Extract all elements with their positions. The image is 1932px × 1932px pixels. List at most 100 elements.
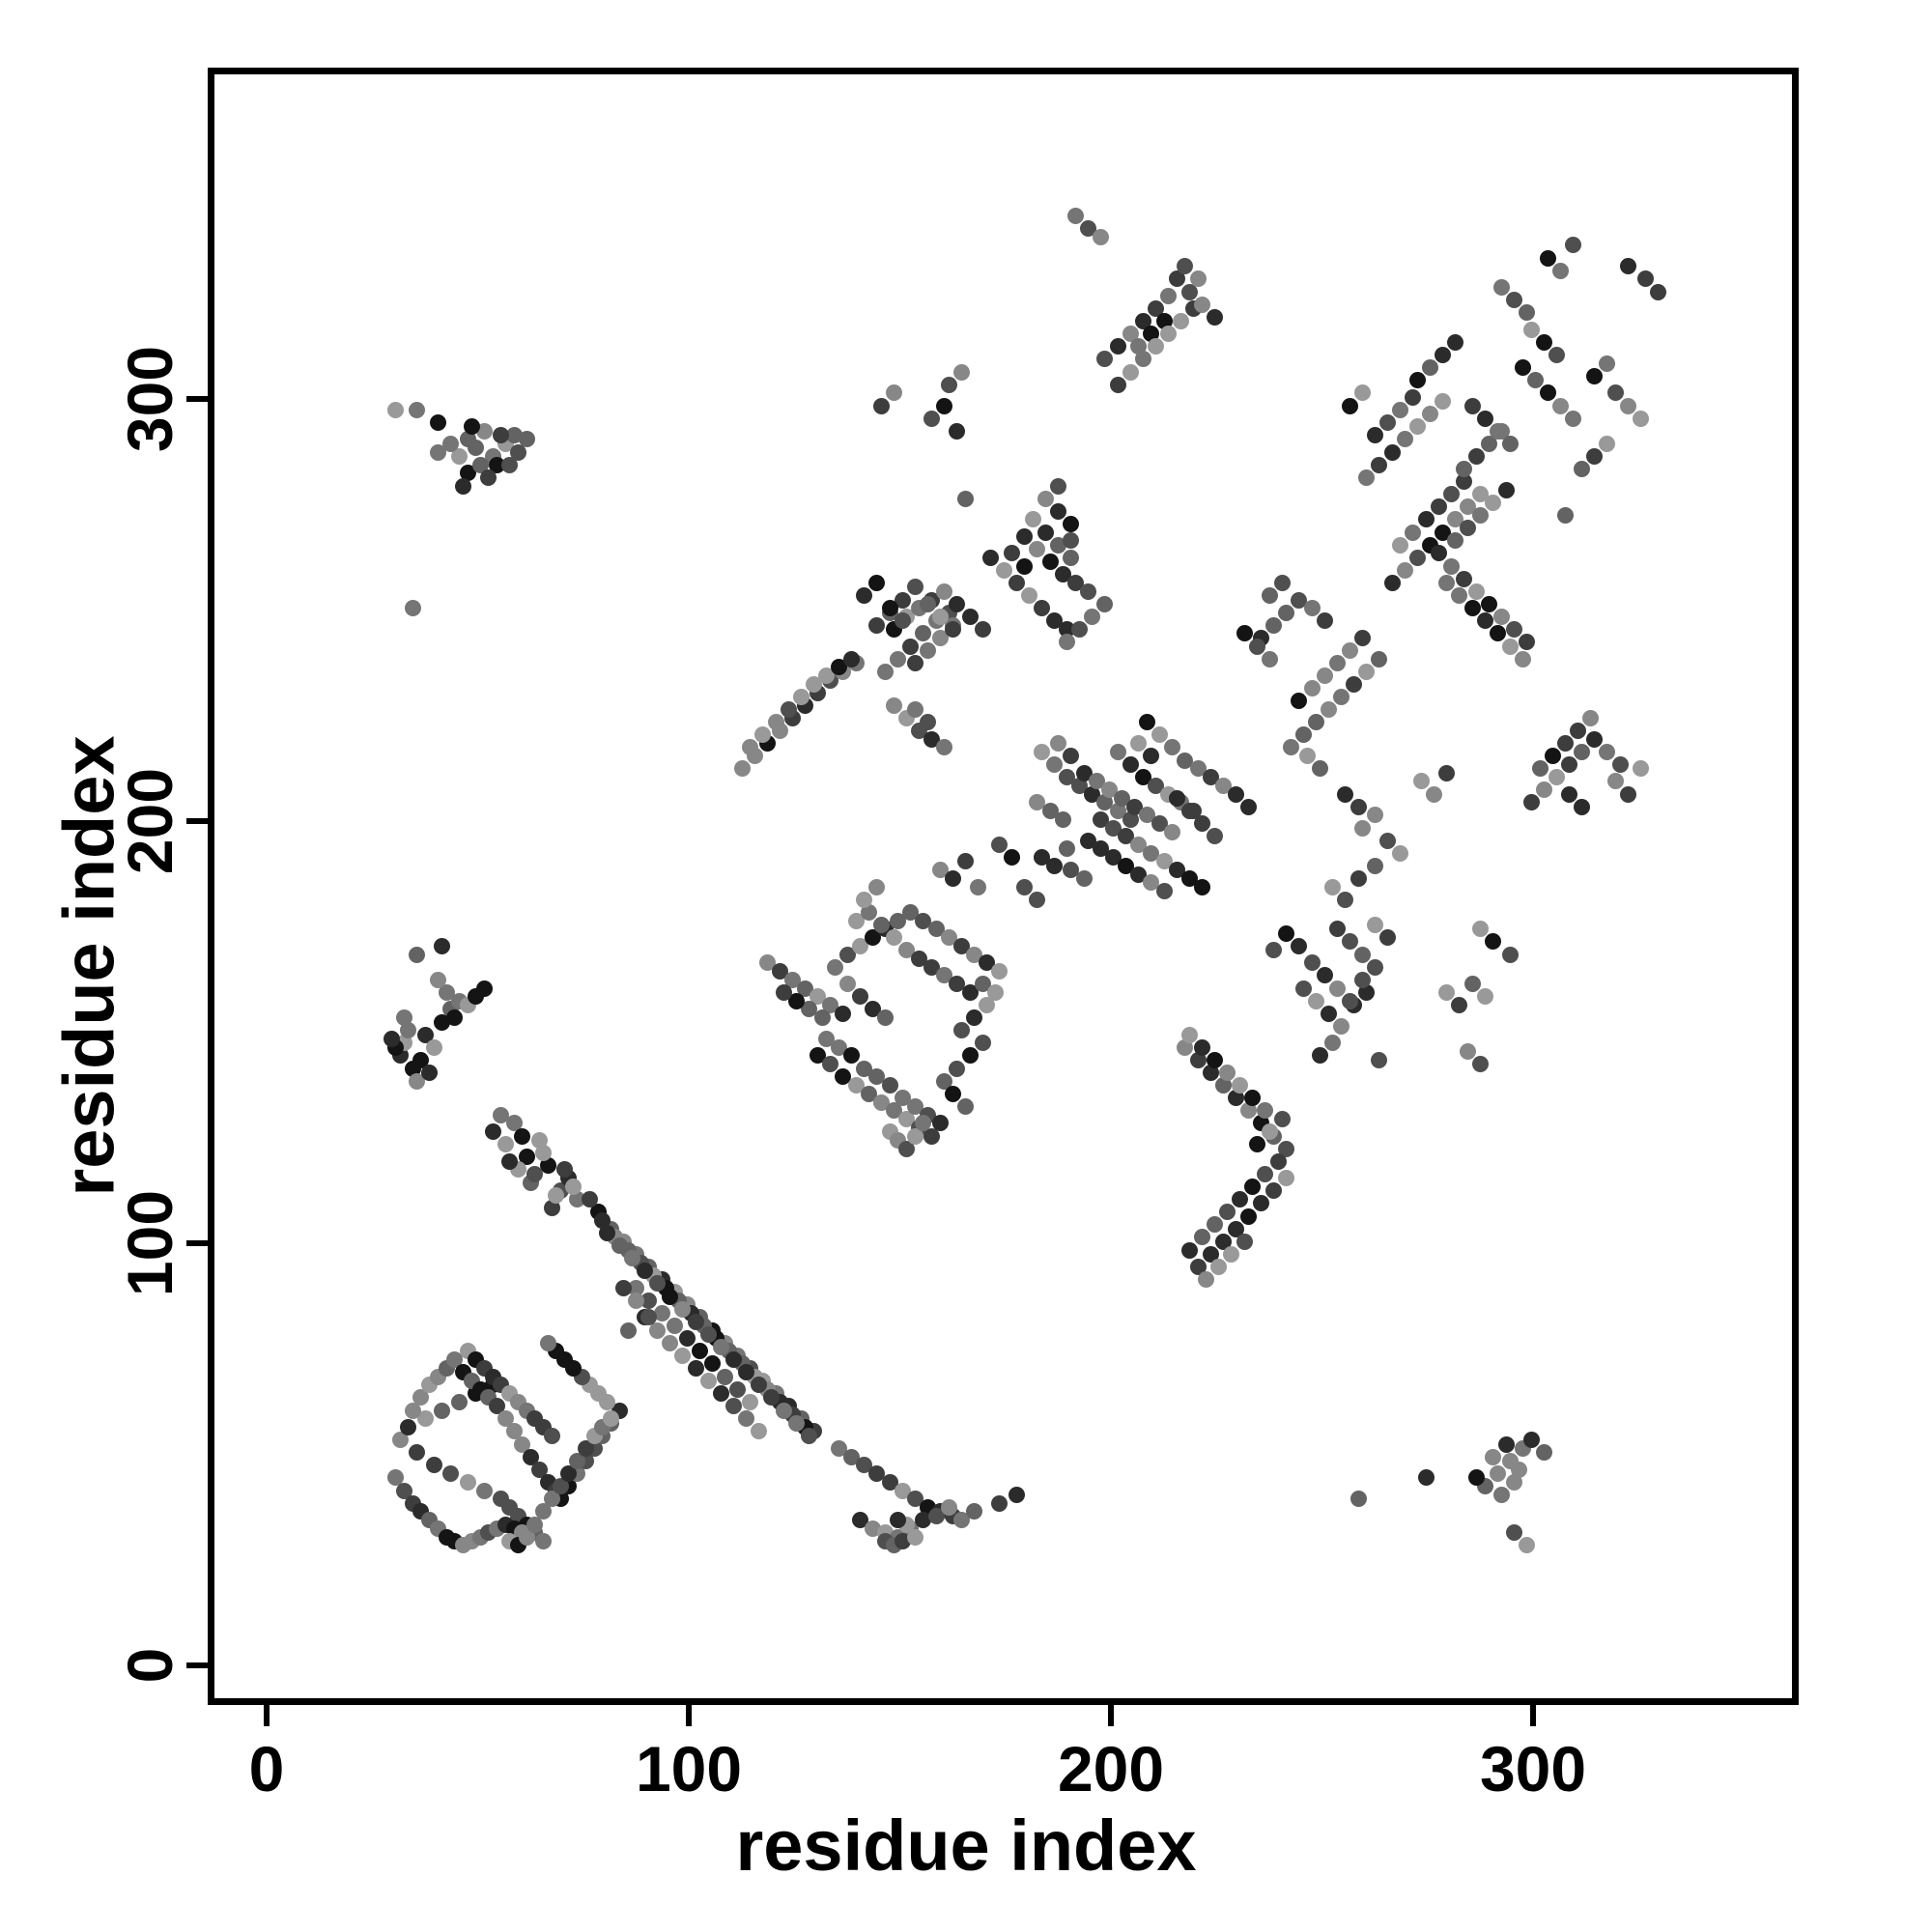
scatter-point <box>1236 625 1253 642</box>
scatter-point <box>543 1199 560 1216</box>
scatter-point <box>514 1127 531 1145</box>
scatter-point <box>489 1398 506 1415</box>
scatter-point <box>1278 1170 1295 1187</box>
scatter-point <box>784 971 801 988</box>
scatter-point <box>1147 777 1164 794</box>
scatter-point <box>1122 810 1139 828</box>
scatter-point <box>1164 739 1181 756</box>
scatter-point <box>429 443 446 461</box>
scatter-point <box>936 1072 953 1090</box>
scatter-point <box>1599 743 1616 760</box>
scatter-point <box>1405 524 1422 541</box>
scatter-point <box>1467 582 1485 600</box>
scatter-point <box>1265 942 1283 959</box>
scatter-point <box>1451 997 1468 1014</box>
x-tick-label: 200 <box>1057 1733 1165 1804</box>
scatter-point <box>788 992 806 1009</box>
scatter-point <box>1105 849 1122 867</box>
scatter-point <box>509 443 526 461</box>
scatter-point <box>758 954 776 972</box>
scatter-point <box>395 1009 412 1027</box>
scatter-point <box>1050 735 1067 753</box>
scatter-point <box>1447 532 1464 550</box>
scatter-point <box>1586 730 1604 748</box>
y-tick-mark <box>186 396 208 402</box>
scatter-point <box>404 600 421 617</box>
scatter-point <box>1540 384 1557 402</box>
scatter-point <box>961 609 979 625</box>
scatter-point <box>1467 447 1485 465</box>
scatter-point <box>1527 372 1545 389</box>
scatter-point <box>1324 1035 1342 1052</box>
scatter-point <box>952 363 970 381</box>
scatter-point <box>923 410 941 427</box>
scatter-point <box>872 1094 890 1111</box>
scatter-point <box>957 490 975 507</box>
scatter-point <box>817 668 835 685</box>
scatter-point <box>1075 869 1093 887</box>
scatter-point <box>1353 946 1371 963</box>
scatter-point <box>817 1031 835 1047</box>
scatter-point <box>471 456 489 473</box>
scatter-point <box>1193 815 1210 833</box>
scatter-point <box>493 427 510 444</box>
scatter-point <box>649 1275 667 1293</box>
scatter-point <box>1497 481 1515 498</box>
scatter-point <box>1519 1537 1536 1554</box>
scatter-point <box>1493 1486 1511 1503</box>
scatter-point <box>1392 844 1409 862</box>
scatter-point <box>556 1161 574 1179</box>
plot-area <box>208 68 1799 1705</box>
scatter-point <box>514 1435 531 1453</box>
scatter-point <box>666 1318 683 1335</box>
scatter-point <box>1460 1043 1477 1061</box>
scatter-point <box>1198 1271 1215 1289</box>
scatter-point <box>1168 789 1185 807</box>
scatter-point <box>687 1359 704 1377</box>
scatter-point <box>974 1035 991 1052</box>
scatter-point <box>1333 689 1350 706</box>
scatter-point <box>1367 427 1384 444</box>
scatter-point <box>1096 351 1114 368</box>
scatter-point <box>1303 954 1321 972</box>
scatter-point <box>936 739 953 756</box>
scatter-point <box>1059 769 1076 786</box>
scatter-point <box>535 1144 553 1161</box>
scatter-point <box>1257 1102 1274 1120</box>
scatter-point <box>1189 760 1207 778</box>
scatter-point <box>1299 748 1317 765</box>
y-tick-mark <box>186 818 208 824</box>
scatter-point <box>1353 384 1371 402</box>
scatter-point <box>1050 477 1067 495</box>
scatter-point <box>1045 755 1063 773</box>
scatter-point <box>1059 621 1076 639</box>
scatter-point <box>729 1380 747 1398</box>
scatter-point <box>1358 983 1376 1001</box>
scatter-point <box>865 929 882 947</box>
scatter-point <box>1033 600 1050 617</box>
scatter-point <box>1531 760 1548 778</box>
scatter-point <box>1063 532 1080 550</box>
scatter-point <box>662 1334 679 1351</box>
scatter-point <box>1515 650 1532 668</box>
scatter-point <box>548 1186 565 1204</box>
scatter-point <box>1177 752 1194 769</box>
scatter-point <box>822 997 839 1014</box>
scatter-point <box>856 1457 873 1474</box>
scatter-point <box>1219 1204 1236 1221</box>
scatter-point <box>1561 755 1578 773</box>
scatter-point <box>949 422 966 440</box>
scatter-point <box>1248 638 1265 655</box>
scatter-point <box>1341 933 1358 951</box>
scatter-point <box>1139 714 1156 731</box>
scatter-point <box>737 1364 754 1381</box>
scatter-point <box>1371 650 1388 668</box>
scatter-point <box>1139 807 1156 824</box>
scatter-point <box>459 1473 476 1491</box>
scatter-point <box>1084 785 1101 803</box>
scatter-point <box>1093 228 1110 245</box>
scatter-point <box>865 1001 882 1018</box>
scatter-point <box>1093 810 1110 828</box>
scatter-point <box>1316 612 1333 630</box>
scatter-point <box>1556 507 1574 525</box>
